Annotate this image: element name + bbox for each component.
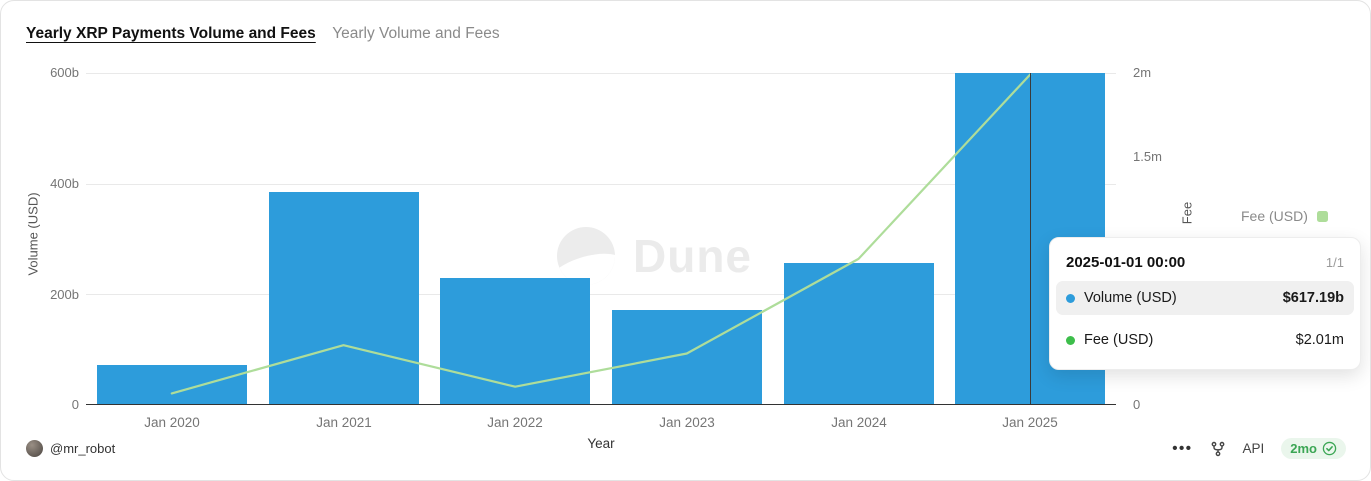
x-axis-label: Year [587, 436, 615, 451]
tooltip-page-indicator: 1/1 [1325, 255, 1344, 270]
y-tick-right: 1.5m [1133, 149, 1162, 164]
chart-tooltip: 2025-01-01 00:00 1/1 Volume (USD) $617.1… [1049, 237, 1361, 370]
x-tick-label: Jan 2022 [487, 415, 543, 430]
fee-line-chart [170, 73, 1032, 395]
volume-dot-icon [1066, 293, 1075, 303]
tooltip-row-volume: Volume (USD) $617.19b [1056, 281, 1354, 315]
x-tick-label: Jan 2025 [1002, 415, 1058, 430]
volume-bar[interactable] [96, 365, 247, 404]
y-tick-right: 0 [1133, 397, 1141, 412]
ellipsis-icon[interactable]: ••• [1172, 440, 1193, 457]
y-tick-left: 0 [71, 397, 79, 412]
y-tick-left: 600b [50, 65, 79, 80]
author-avatar[interactable] [26, 440, 43, 457]
author-block[interactable]: @mr_robot [26, 440, 115, 457]
gridline [86, 73, 1116, 74]
tooltip-volume-value: $617.19b [1282, 290, 1344, 306]
y-axis-label-right: Fee [1179, 201, 1195, 225]
chart-subtitle: Yearly Volume and Fees [332, 25, 500, 42]
fee-dot-icon [1066, 335, 1075, 345]
fork-icon[interactable] [1210, 441, 1226, 457]
author-handle[interactable]: @mr_robot [50, 441, 116, 456]
footer-actions: ••• API 2mo [1172, 438, 1346, 459]
x-axis-line [86, 404, 1116, 405]
tooltip-date: 2025-01-01 00:00 [1066, 254, 1186, 271]
x-tick-label: Jan 2021 [316, 415, 372, 430]
gridline [86, 184, 1116, 185]
hover-crosshair [1030, 73, 1031, 405]
x-tick-label: Jan 2024 [831, 415, 887, 430]
tooltip-fee-label: Fee (USD) [1084, 332, 1154, 348]
plot-area[interactable] [86, 73, 1116, 405]
y-tick-left: 200b [50, 287, 79, 302]
x-tick-label: Jan 2023 [659, 415, 715, 430]
volume-bar[interactable] [440, 277, 591, 404]
y-tick-left: 400b [50, 176, 79, 191]
gridline [86, 294, 1116, 295]
y-axis-label-left: Volume (USD) [25, 192, 41, 276]
freshness-age: 2mo [1290, 441, 1317, 456]
y-tick-right: 2m [1133, 65, 1152, 80]
legend-fee[interactable]: Fee (USD) [1241, 208, 1328, 224]
tooltip-volume-label: Volume (USD) [1084, 290, 1177, 306]
tooltip-fee-value: $2.01m [1295, 332, 1344, 348]
fee-legend-swatch [1316, 210, 1328, 222]
verified-check-icon [1322, 441, 1337, 456]
chart-title-link[interactable]: Yearly XRP Payments Volume and Fees [26, 25, 316, 42]
legend-fee-label: Fee (USD) [1241, 208, 1308, 224]
fee-line [170, 73, 1032, 395]
x-tick-label: Jan 2020 [144, 415, 200, 430]
api-button[interactable]: API [1242, 441, 1265, 456]
volume-bar[interactable] [268, 192, 419, 404]
tooltip-header: 2025-01-01 00:00 1/1 [1050, 248, 1360, 281]
freshness-badge[interactable]: 2mo [1281, 438, 1346, 459]
tooltip-row-fee: Fee (USD) $2.01m [1056, 323, 1354, 357]
chart-header: Yearly XRP Payments Volume and Fees Year… [26, 25, 500, 43]
